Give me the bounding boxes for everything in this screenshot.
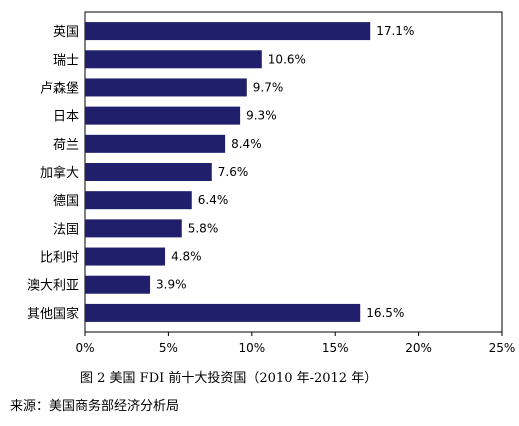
bar (85, 219, 182, 238)
value-label: 9.7% (253, 80, 284, 94)
x-axis: 0% 5% 10% 15% 20% 25% (75, 332, 515, 355)
bar (85, 50, 262, 69)
value-label: 4.8% (171, 250, 202, 264)
category-label: 德国 (53, 194, 79, 209)
bar (85, 275, 151, 294)
bar (85, 134, 226, 153)
bar (85, 22, 371, 41)
category-label: 瑞士 (53, 53, 79, 68)
x-tick-label: 15% (322, 341, 349, 355)
value-label: 3.9% (156, 278, 187, 292)
x-tick-label: 0% (75, 341, 94, 355)
x-tick-label: 5% (159, 341, 178, 355)
category-label: 法国 (53, 222, 79, 237)
chart-source: 来源：美国商务部经济分析局 (10, 399, 180, 414)
category-label: 卢森堡 (40, 80, 79, 96)
value-label: 10.6% (268, 52, 306, 66)
value-label: 5.8% (188, 221, 219, 235)
category-label: 日本 (53, 110, 79, 125)
bar (85, 106, 241, 125)
bar (85, 247, 166, 266)
value-label: 16.5% (366, 306, 404, 320)
value-label: 6.4% (198, 193, 229, 207)
x-tick-label: 25% (489, 341, 516, 355)
bar (85, 78, 247, 97)
bar-chart: 英国 17.1% 瑞士 10.6% 卢森堡 9.7% 日本 9.3% 荷兰 8.4% 加拿大 7.6%… (27, 11, 515, 355)
bar (85, 191, 192, 210)
category-label: 英国 (53, 25, 79, 40)
category-label: 澳大利亚 (27, 278, 79, 294)
value-label: 7.6% (218, 165, 249, 179)
value-label: 9.3% (246, 109, 277, 123)
x-tick-label: 20% (405, 341, 432, 355)
category-label: 比利时 (40, 251, 79, 266)
bar (85, 163, 212, 181)
bar (85, 303, 361, 322)
value-label: 17.1% (376, 24, 414, 38)
chart-caption: 图 2 美国 FDI 前十大投资国（2010 年-2012 年） (80, 371, 378, 386)
bars-layer: 英国 17.1% 瑞士 10.6% 卢森堡 9.7% 日本 9.3% 荷兰 8.4% 加拿大 7.6%… (27, 22, 414, 322)
category-label: 加拿大 (40, 165, 79, 181)
category-label: 荷兰 (53, 138, 79, 153)
value-label: 8.4% (231, 137, 262, 151)
category-label: 其他国家 (27, 306, 79, 322)
x-tick-label: 10% (238, 341, 265, 355)
